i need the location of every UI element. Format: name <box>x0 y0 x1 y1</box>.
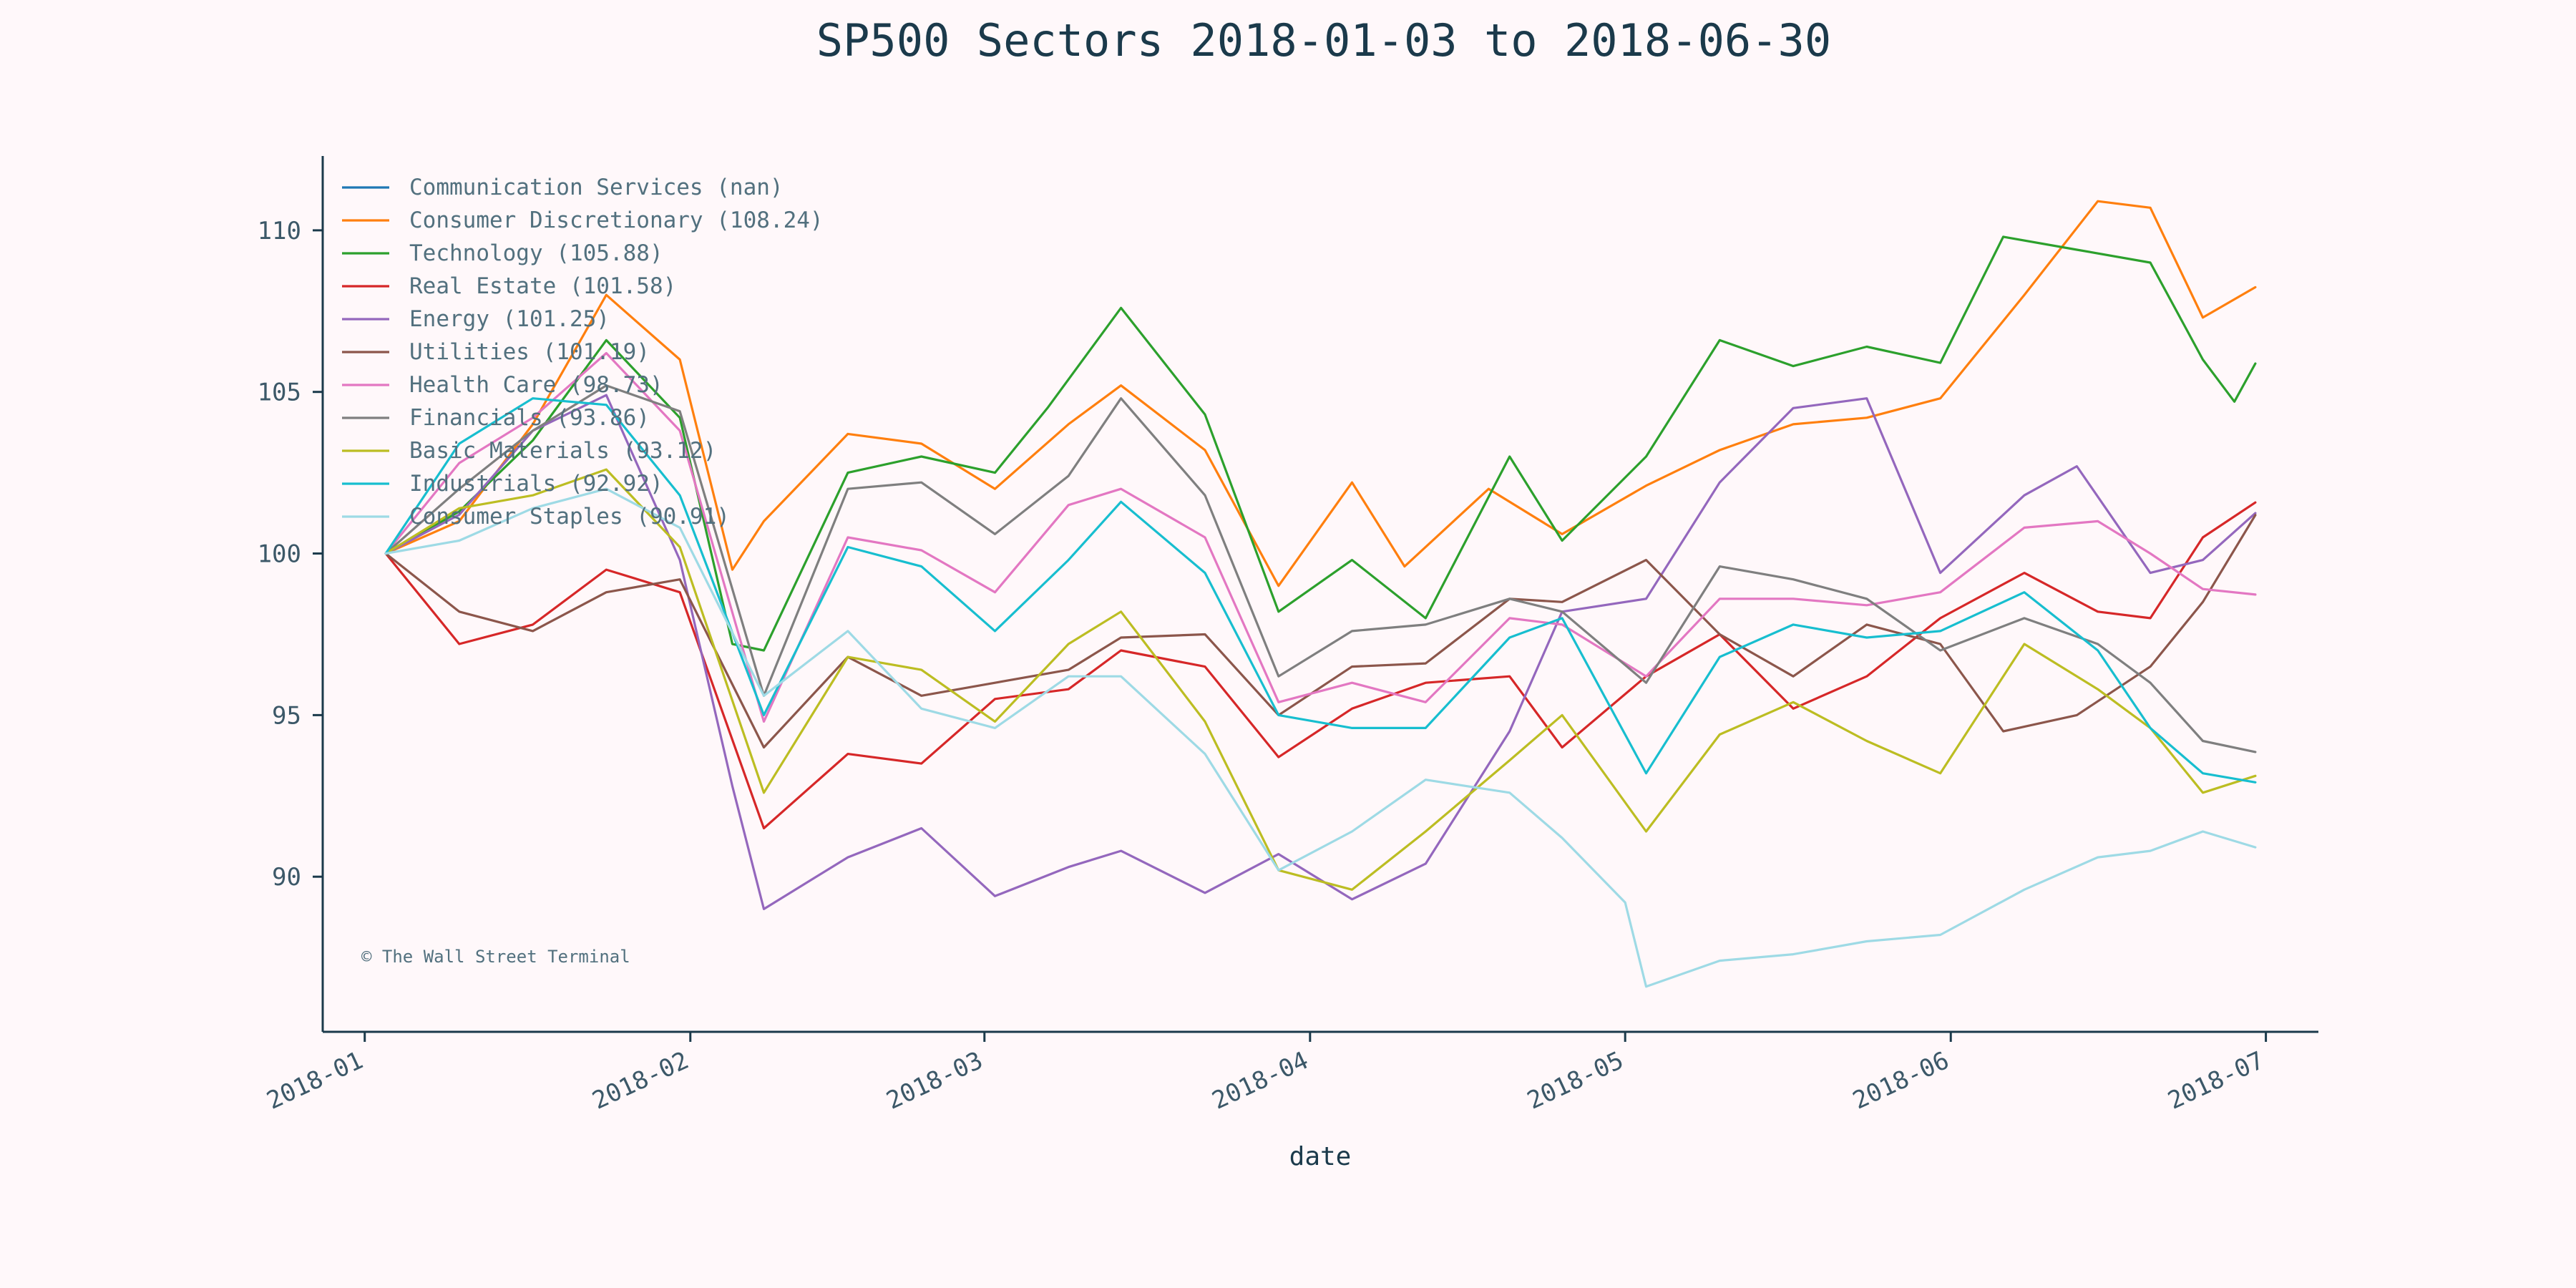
y-tick-label: 110 <box>258 217 301 245</box>
chart-title: SP500 Sectors 2018-01-03 to 2018-06-30 <box>816 14 1831 67</box>
y-tick-label: 90 <box>272 863 301 892</box>
series-line-1 <box>384 200 2257 587</box>
legend-label-3: Real Estate (101.58) <box>409 273 676 299</box>
series-line-2 <box>384 235 2257 652</box>
y-tick-label: 95 <box>272 701 301 730</box>
x-tick-label: 2018-06 <box>1848 1046 1953 1116</box>
legend-label-10: Consumer Staples (90.91) <box>409 504 730 530</box>
series-line-9 <box>384 397 2257 784</box>
legend-label-0: Communication Services (nan) <box>409 175 784 200</box>
x-tick-label: 2018-04 <box>1208 1046 1313 1116</box>
series-line-6 <box>384 351 2257 723</box>
x-axis: 2018-01 2018-02 2018-03 2018-04 2018-05 2018-… <box>263 1032 2269 1116</box>
series-line-3 <box>384 501 2257 830</box>
watermark-text: © The Wall Street Terminal <box>361 947 630 967</box>
legend-label-5: Utilities (101.19) <box>409 339 650 365</box>
legend-label-7: Financials (93.86) <box>409 405 650 431</box>
legend-label-6: Health Care (98.73) <box>409 372 663 398</box>
x-axis-label: date <box>1289 1142 1352 1171</box>
x-tick-label: 2018-03 <box>882 1046 987 1116</box>
x-tick-label: 2018-05 <box>1523 1046 1628 1116</box>
series-line-4 <box>384 394 2257 911</box>
x-tick-label: 2018-01 <box>263 1046 368 1116</box>
series-layer <box>384 200 2257 988</box>
y-tick-label: 105 <box>258 379 301 407</box>
legend: Communication Services (nan) Consumer Dis… <box>342 175 824 530</box>
legend-label-8: Basic Materials (93.12) <box>409 438 716 464</box>
legend-label-2: Technology (105.88) <box>409 240 663 266</box>
legend-label-1: Consumer Discretionary (108.24) <box>409 208 824 233</box>
series-line-7 <box>384 384 2257 753</box>
y-axis: 90 95 100 105 110 <box>258 217 323 892</box>
series-line-8 <box>384 468 2257 891</box>
x-tick-label: 2018-07 <box>2164 1046 2269 1116</box>
series-line-5 <box>384 514 2257 749</box>
series-line-10 <box>384 487 2257 988</box>
y-tick-label: 100 <box>258 540 301 569</box>
legend-label-4: Energy (101.25) <box>409 306 610 332</box>
x-tick-label: 2018-02 <box>588 1046 693 1116</box>
legend-label-9: Industrials (92.92) <box>409 471 663 497</box>
